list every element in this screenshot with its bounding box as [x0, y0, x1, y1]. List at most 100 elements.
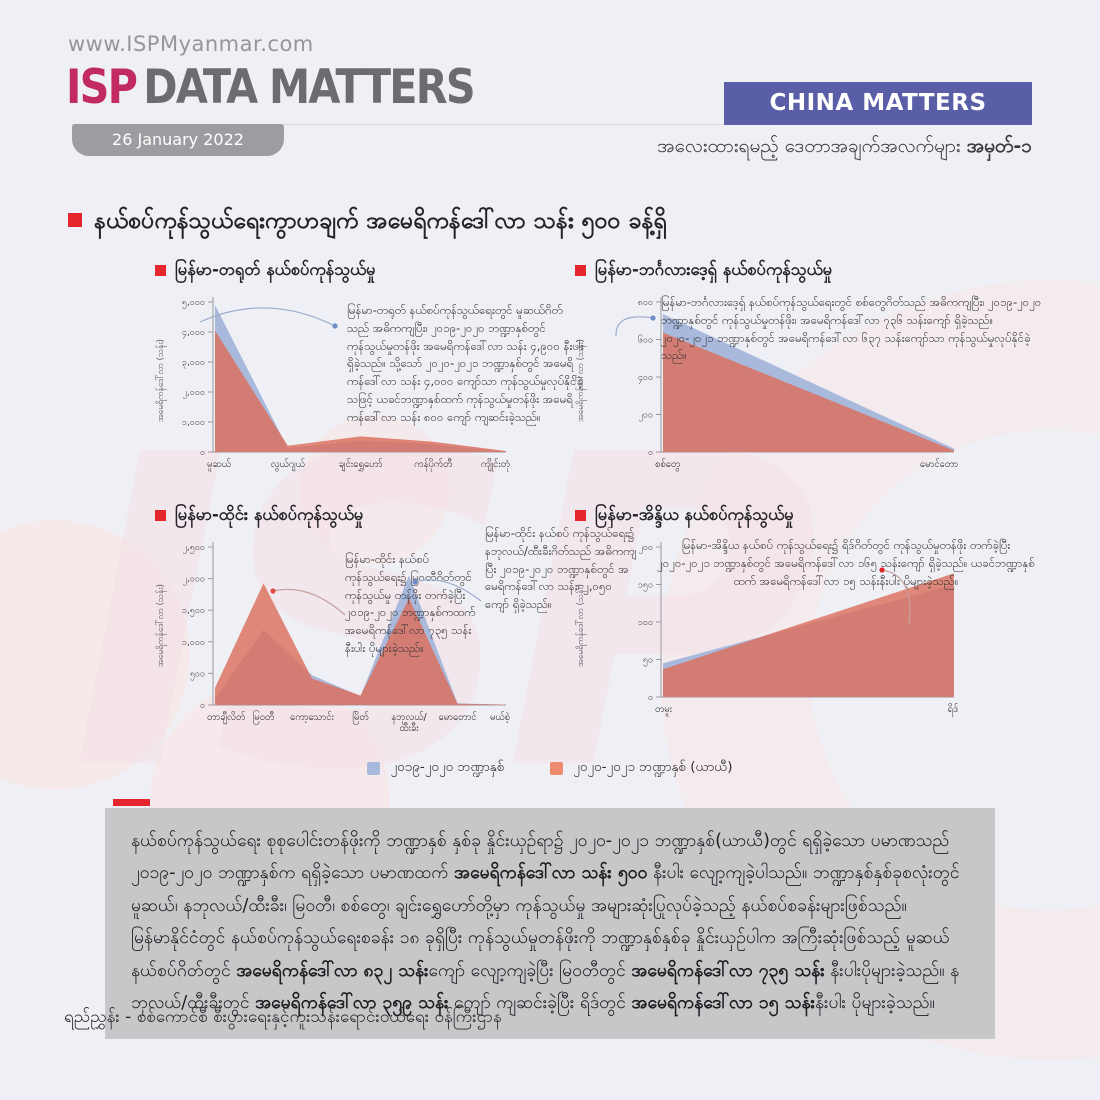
chart-canvas: အမေရိကန်ဒေါ်လာ (သန်း) ၀ ၅၀၀ ၁,၀၀၀ ၁,၅၀၀ ၂,၀၀… — [155, 535, 625, 745]
issue-subtitle: အလေးထားရမည့် ဒေတာအချက်အလက်များ အမှတ်-၁ — [657, 135, 1032, 157]
y-axis-label: အမေရိကန်ဒေါ်လာ (သန်း) — [156, 584, 166, 667]
chart-canvas: အမေရိကန်ဒေါ်လာ (သန်း) ၀ ၁,၀၀၀ ၂,၀၀၀ ၃,၀၀၀ ၄,… — [155, 290, 595, 480]
svg-text:၂၀၀: ၂၀၀ — [638, 411, 653, 422]
chart-myanmar-thailand: မြန်မာ-ထိုင်း နယ်စပ်ကုန်သွယ်မှု အမေရိကန်… — [155, 505, 636, 775]
svg-text:မူဆယ်: မူဆယ် — [207, 459, 231, 471]
chart-title-text: မြန်မာ-တရုတ် နယ်စပ်ကုန်သွယ်မှု — [175, 260, 376, 279]
svg-text:၂,၀၀၀: ၂,၀၀၀ — [183, 388, 205, 399]
logo-isp-text: ISP — [66, 60, 138, 115]
svg-text:နဘုလယ်/: နဘုလယ်/ — [391, 712, 427, 724]
red-square-bullet-icon — [68, 213, 82, 227]
svg-text:၅၀: ၅၀ — [643, 656, 653, 667]
chart-annotation-htee-khee: မြန်မာ-ထိုင်း နယ်စပ် ကုန်သွယ်ရေး၌ နဘုလယ်… — [485, 526, 637, 612]
website-url: www.ISPMyanmar.com — [68, 32, 314, 56]
chart-myanmar-china: မြန်မာ-တရုတ် နယ်စပ်ကုန်သွယ်မှု အမေရိကန်ဒ… — [155, 260, 595, 510]
chart-title: မြန်မာ-ထိုင်း နယ်စပ်ကုန်သွယ်မှု — [155, 505, 625, 529]
y-axis-label: အမေရိကန်ဒေါ်လာ (သန်း) — [156, 339, 166, 422]
svg-text:၂,၀၀၀: ၂,၀၀၀ — [183, 575, 205, 586]
chart-annotation-myawaddy: မြန်မာ-ထိုင်း နယ်စပ် ကုန်သွယ်ရေး၌ မြဝတီဂ… — [345, 552, 476, 656]
svg-text:၁၅၀: ၁၅၀ — [638, 581, 653, 592]
chart-title: မြန်မာ-တရုတ် နယ်စပ်ကုန်သွယ်မှု — [155, 260, 595, 284]
chart-title: မြန်မာ-အိန္ဒိယ နယ်စပ်ကုန်သွယ်မှု — [575, 505, 1040, 529]
chart-canvas: အမေရိကန်ဒေါ်လာ (သန်း) ၀ ၂၀၀ ၄၀၀ ၆၀၀ ၈၀၀စစ်တွ… — [575, 290, 1040, 480]
red-square-bullet-icon — [155, 510, 166, 521]
isp-data-matters-logo: ISP DATA MATTERS — [66, 60, 476, 115]
svg-text:မောင်တော: မောင်တော — [920, 459, 958, 470]
svg-text:၁,၀၀၀: ၁,၀၀၀ — [182, 638, 205, 648]
chart-myanmar-bangladesh: မြန်မာ-ဘင်္ဂလားဒေ့ရှ် နယ်စပ်ကုန်သွယ်မှု … — [575, 260, 1042, 510]
y-axis-label: အမေရိကန်ဒေါ်လာ (သန်း) — [576, 339, 586, 422]
svg-text:၃,၀၀၀: ၃,၀၀၀ — [182, 358, 205, 369]
svg-text:စစ်တွေ: စစ်တွေ — [655, 459, 680, 471]
chart-title: မြန်မာ-ဘင်္ဂလားဒေ့ရှ် နယ်စပ်ကုန်သွယ်မှု — [575, 260, 1040, 284]
annotation-arrow-icon — [879, 567, 911, 626]
svg-text:၅၀၀: ၅၀၀ — [190, 669, 205, 680]
svg-text:၆၀၀: ၆၀၀ — [638, 335, 653, 346]
chart-title-text: မြန်မာ-ထိုင်း နယ်စပ်ကုန်သွယ်မှု — [175, 505, 364, 524]
source-reference: ရည်ညွှန်း - စစ်ကောင်စီ စီးပွားရေးနှင့်ကူ… — [64, 1007, 502, 1027]
chart-annotation: မြန်မာ-အိန္ဒိယ နယ်စပ် ကုန်သွယ်ရေး၌ ရိဒ်ဂ… — [657, 538, 1035, 588]
svg-text:၀: ၀ — [648, 693, 653, 703]
legend-label: ၂၀၂၀-၂၀၂၁ ဘဏ္ဍာနှစ် (ယာယီ) — [573, 759, 733, 775]
svg-text:၀: ၀ — [200, 701, 205, 711]
svg-text:ရိဒ်: ရိဒ် — [948, 704, 959, 716]
svg-text:မယ်စဲ့: မယ်စဲ့ — [490, 712, 510, 723]
chart-title-text: မြန်မာ-ဘင်္ဂလားဒေ့ရှ် နယ်စပ်ကုန်သွယ်မှု — [595, 260, 833, 279]
svg-text:ကျိုင်းတုံ: ကျိုင်းတုံ — [481, 459, 510, 471]
svg-text:၈၀၀: ၈၀၀ — [638, 298, 653, 308]
isp-watermark: ISP — [70, 365, 819, 865]
svg-text:မြိတ်: မြိတ် — [352, 712, 369, 724]
svg-text:ကန်ပိုက်တီ: ကန်ပိုက်တီ — [414, 459, 452, 471]
svg-text:၀: ၀ — [648, 448, 653, 458]
chart-annotation: မြန်မာ-ဘင်္ဂလားဒေ့ရှ် နယ်စပ်ကုန်သွယ်ရေးတ… — [661, 295, 1042, 363]
annotation-arrow-icon — [412, 579, 482, 602]
chart-canvas: အမေရိကန်ဒေါ်လာ (သန်း) ၀ ၅၀ ၁၀၀ ၁၅၀ ၂၀၀တမူး ရိ… — [575, 535, 1040, 725]
svg-text:ထီးခီး: ထီးခီး — [399, 723, 419, 734]
red-square-bullet-icon — [155, 265, 166, 276]
svg-text:တာချီလိတ်: တာချီလိတ် — [207, 712, 246, 724]
svg-text:၀: ၀ — [200, 448, 205, 458]
main-heading: နယ်စပ်ကုန်သွယ်ရေးကွာဟချက် အမေရိကန်ဒေါ်လာ… — [68, 206, 667, 240]
svg-text:၁,၅၀၀: ၁,၅၀၀ — [182, 606, 205, 617]
annotation-arrow-icon — [270, 588, 346, 616]
y-axis-label: အမေရိကန်ဒေါ်လာ (သန်း) — [576, 584, 586, 667]
red-dash-decoration — [113, 799, 150, 806]
legend-item-fy2019-20: ၂၀၁၉-၂၀၂၀ ဘဏ္ဍာနှစ် — [367, 758, 504, 778]
svg-text:မြဝတီ: မြဝတီ — [253, 711, 275, 724]
logo-data-matters-text: DATA MATTERS — [143, 60, 475, 115]
legend-item-fy2020-21: ၂၀၂၀-၂၀၂၁ ဘဏ္ဍာနှစ် (ယာယီ) — [550, 758, 733, 778]
chart-title-text: မြန်မာ-အိန္ဒိယ နယ်စပ်ကုန်သွယ်မှု — [595, 505, 794, 524]
legend-swatch-blue — [367, 761, 381, 775]
svg-text:၂၀၀: ၂၀၀ — [638, 543, 653, 554]
svg-text:လွယ်ဂျယ်: လွယ်ဂျယ် — [271, 459, 306, 471]
svg-text:၂,၅၀၀: ၂,၅၀၀ — [183, 543, 205, 554]
svg-text:ကော့သောင်း: ကော့သောင်း — [290, 712, 335, 723]
summary-paragraph: နယ်စပ်ကုန်သွယ်ရေး စုစုပေါင်းတန်ဖိုးကို ဘ… — [105, 808, 995, 1040]
date-badge: 26 January 2022 — [72, 124, 284, 156]
svg-text:၄၀၀: ၄၀၀ — [638, 373, 653, 384]
svg-text:ချင်းရွှေဟော်: ချင်းရွှေဟော် — [339, 459, 383, 471]
chart-annotation: မြန်မာ-တရုတ် နယ်စပ်ကုန်သွယ်ရေးတွင် မူဆယ်… — [347, 303, 584, 424]
svg-text:၁၀၀: ၁၀၀ — [638, 618, 653, 628]
annotation-arrow-icon — [615, 315, 656, 337]
svg-text:၁,၀၀၀: ၁,၀၀၀ — [182, 418, 205, 428]
svg-text:၄,၀၀၀: ၄,၀၀၀ — [182, 328, 205, 339]
svg-text:မောတောင်: မောတောင် — [438, 712, 477, 723]
annotation-arrow-icon — [199, 307, 338, 329]
main-heading-text: နယ်စပ်ကုန်သွယ်ရေးကွာဟချက် အမေရိကန်ဒေါ်လာ… — [94, 208, 667, 234]
svg-text:တမူး: တမူး — [655, 704, 673, 716]
chart-legend: ၂၀၁၉-၂၀၂၀ ဘဏ္ဍာနှစ် ၂၀၂၀-၂၀၂၁ ဘဏ္ဍာနှစ် … — [0, 758, 1100, 778]
chart-myanmar-india: မြန်မာ-အိန္ဒိယ နယ်စပ်ကုန်သွယ်မှု အမေရိကန… — [575, 505, 1040, 775]
china-matters-badge: CHINA MATTERS — [724, 82, 1032, 125]
red-square-bullet-icon — [575, 510, 586, 521]
header-divider — [72, 124, 1032, 125]
red-square-bullet-icon — [575, 265, 586, 276]
legend-swatch-orange — [550, 761, 564, 775]
legend-label: ၂၀၁၉-၂၀၂၀ ဘဏ္ဍာနှစ် — [390, 759, 505, 775]
svg-text:၅,၀၀၀: ၅,၀၀၀ — [182, 298, 205, 309]
